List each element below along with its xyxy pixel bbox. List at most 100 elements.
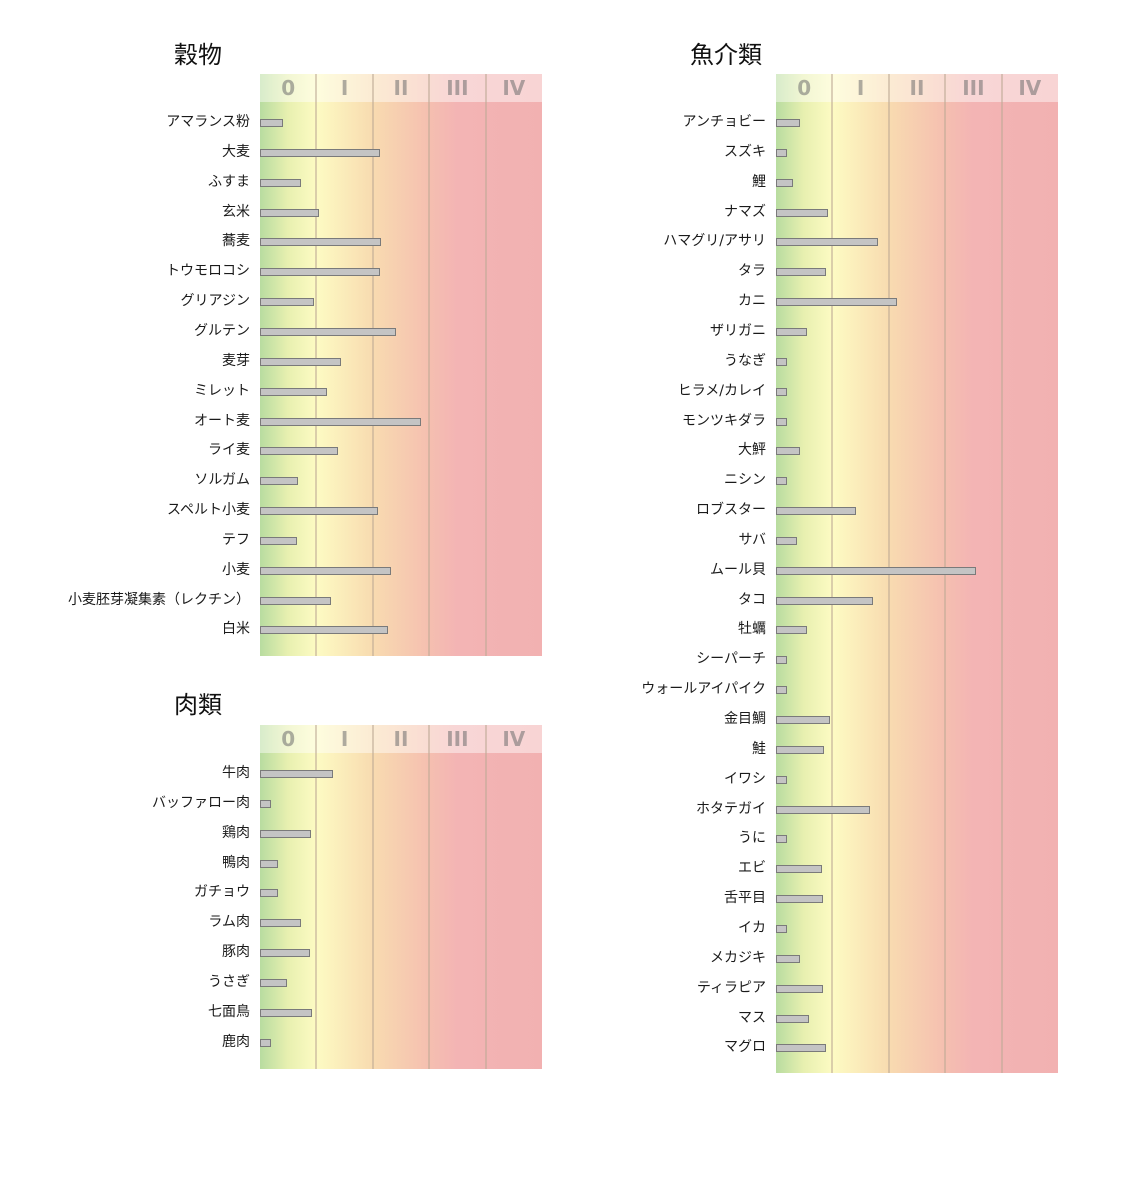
bar (776, 596, 873, 605)
category-label: ソルガム (194, 472, 250, 489)
grid-line (428, 725, 431, 1069)
bar (260, 859, 279, 868)
bar (776, 1014, 809, 1023)
scale-label: III (446, 727, 469, 751)
category-label: 麦芽 (222, 352, 250, 369)
category-label: ライ麦 (208, 442, 250, 459)
scale-label: II (393, 76, 409, 100)
category-label: アンチョビー (682, 114, 766, 130)
grains-chart: 穀物 0 I II III IV アマランス粉 大麦 ふすま 玄米 蕎麦 トウモロコシ グリアジング… (54, 40, 594, 660)
category-label: エビ (738, 860, 766, 877)
category-label: 小麦胚芽凝集素（レクチン） (68, 591, 250, 608)
bar (260, 566, 391, 575)
grid-line (315, 725, 318, 1069)
grid-line (428, 74, 431, 656)
bar (260, 119, 283, 127)
bar (776, 357, 788, 366)
scale-header (776, 74, 1058, 102)
bar (776, 686, 788, 695)
category-label: 七面鳥 (208, 1003, 250, 1020)
bar (260, 1008, 312, 1017)
scale-header (260, 725, 542, 753)
bar (260, 770, 333, 778)
scale-label: III (962, 76, 985, 100)
bar (260, 507, 379, 516)
bar (260, 829, 311, 838)
chart-title-seafood: 魚介類 (690, 41, 762, 69)
scale-header (260, 74, 542, 102)
category-label: ふすま (208, 173, 250, 190)
bar (260, 148, 381, 157)
category-label: 鮭 (752, 740, 766, 757)
bar (776, 835, 788, 844)
bar (260, 327, 396, 336)
scale-label: 0 (797, 76, 812, 100)
bar (776, 238, 879, 247)
meats-plot-area: 0 I II III IV (260, 725, 542, 1069)
category-label: うなぎ (724, 352, 766, 369)
bar (776, 327, 808, 336)
bar (260, 417, 422, 426)
bar (260, 387, 327, 396)
category-label: グリアジン (180, 293, 250, 310)
category-label: 牛肉 (222, 765, 250, 781)
bar (260, 178, 301, 187)
bar (776, 298, 897, 307)
bar (260, 238, 382, 247)
category-label: ヒラメ/カレイ (677, 382, 766, 399)
bar (776, 626, 808, 635)
scale-label: IV (502, 76, 526, 100)
category-label: 鴨肉 (222, 854, 250, 871)
meats-chart: 肉類 0 I II III IV 牛肉 バッファロー肉 鶏肉 鴨肉 ガチョウ ラム肉 豚肉 うさぎ 七面… (54, 690, 594, 1080)
scale-label: II (909, 76, 925, 100)
scale-label: IV (1018, 76, 1042, 100)
category-label: 大鮃 (738, 442, 766, 459)
category-label: テフ (222, 531, 250, 548)
grid-line (484, 725, 487, 1069)
category-label: 玄米 (222, 203, 250, 220)
category-label: ロブスター (696, 502, 766, 519)
bar (776, 268, 826, 277)
category-label: 鶏肉 (222, 824, 250, 841)
scale-label: II (393, 727, 409, 751)
bar (776, 536, 797, 545)
category-label: ガチョウ (194, 884, 250, 901)
category-label: タラ (738, 263, 766, 280)
bar (776, 954, 800, 963)
bar (260, 596, 331, 605)
category-label: トウモロコシ (166, 263, 250, 280)
category-label: うさぎ (208, 973, 250, 990)
category-label: ラム肉 (208, 914, 250, 931)
category-label: アマランス粉 (166, 114, 250, 130)
bar (260, 357, 341, 366)
category-label: ニシン (724, 472, 766, 489)
category-label: 大麦 (222, 143, 250, 160)
category-label: ウォールアイパイク (641, 681, 766, 698)
seafood-plot-area: 0 I II III IV (776, 74, 1058, 1073)
category-label: ザリガニ (710, 322, 766, 339)
scale-label: I (340, 76, 349, 100)
category-label: マグロ (724, 1039, 766, 1056)
category-label: メカジキ (710, 949, 766, 966)
category-label: 鹿肉 (222, 1033, 250, 1050)
category-label: オート麦 (194, 412, 250, 429)
bar (776, 507, 857, 516)
category-label: スペルト小麦 (166, 502, 250, 519)
bar (260, 626, 389, 635)
grains-plot-area: 0 I II III IV (260, 74, 542, 656)
bar (260, 477, 299, 486)
category-label: マス (738, 1009, 766, 1026)
grid-line (484, 74, 487, 656)
bar (776, 656, 788, 665)
bar (260, 1038, 272, 1047)
category-label: 白米 (222, 621, 250, 638)
category-label: 金目鯛 (724, 711, 766, 727)
chart-title-meats: 肉類 (174, 691, 222, 719)
bar (260, 799, 272, 808)
grid-line (371, 74, 374, 656)
category-label: ティラピア (696, 979, 766, 996)
category-label: 鯉 (752, 173, 766, 190)
bar (776, 566, 976, 575)
category-label: バッファロー肉 (152, 794, 250, 811)
bar (776, 447, 800, 456)
